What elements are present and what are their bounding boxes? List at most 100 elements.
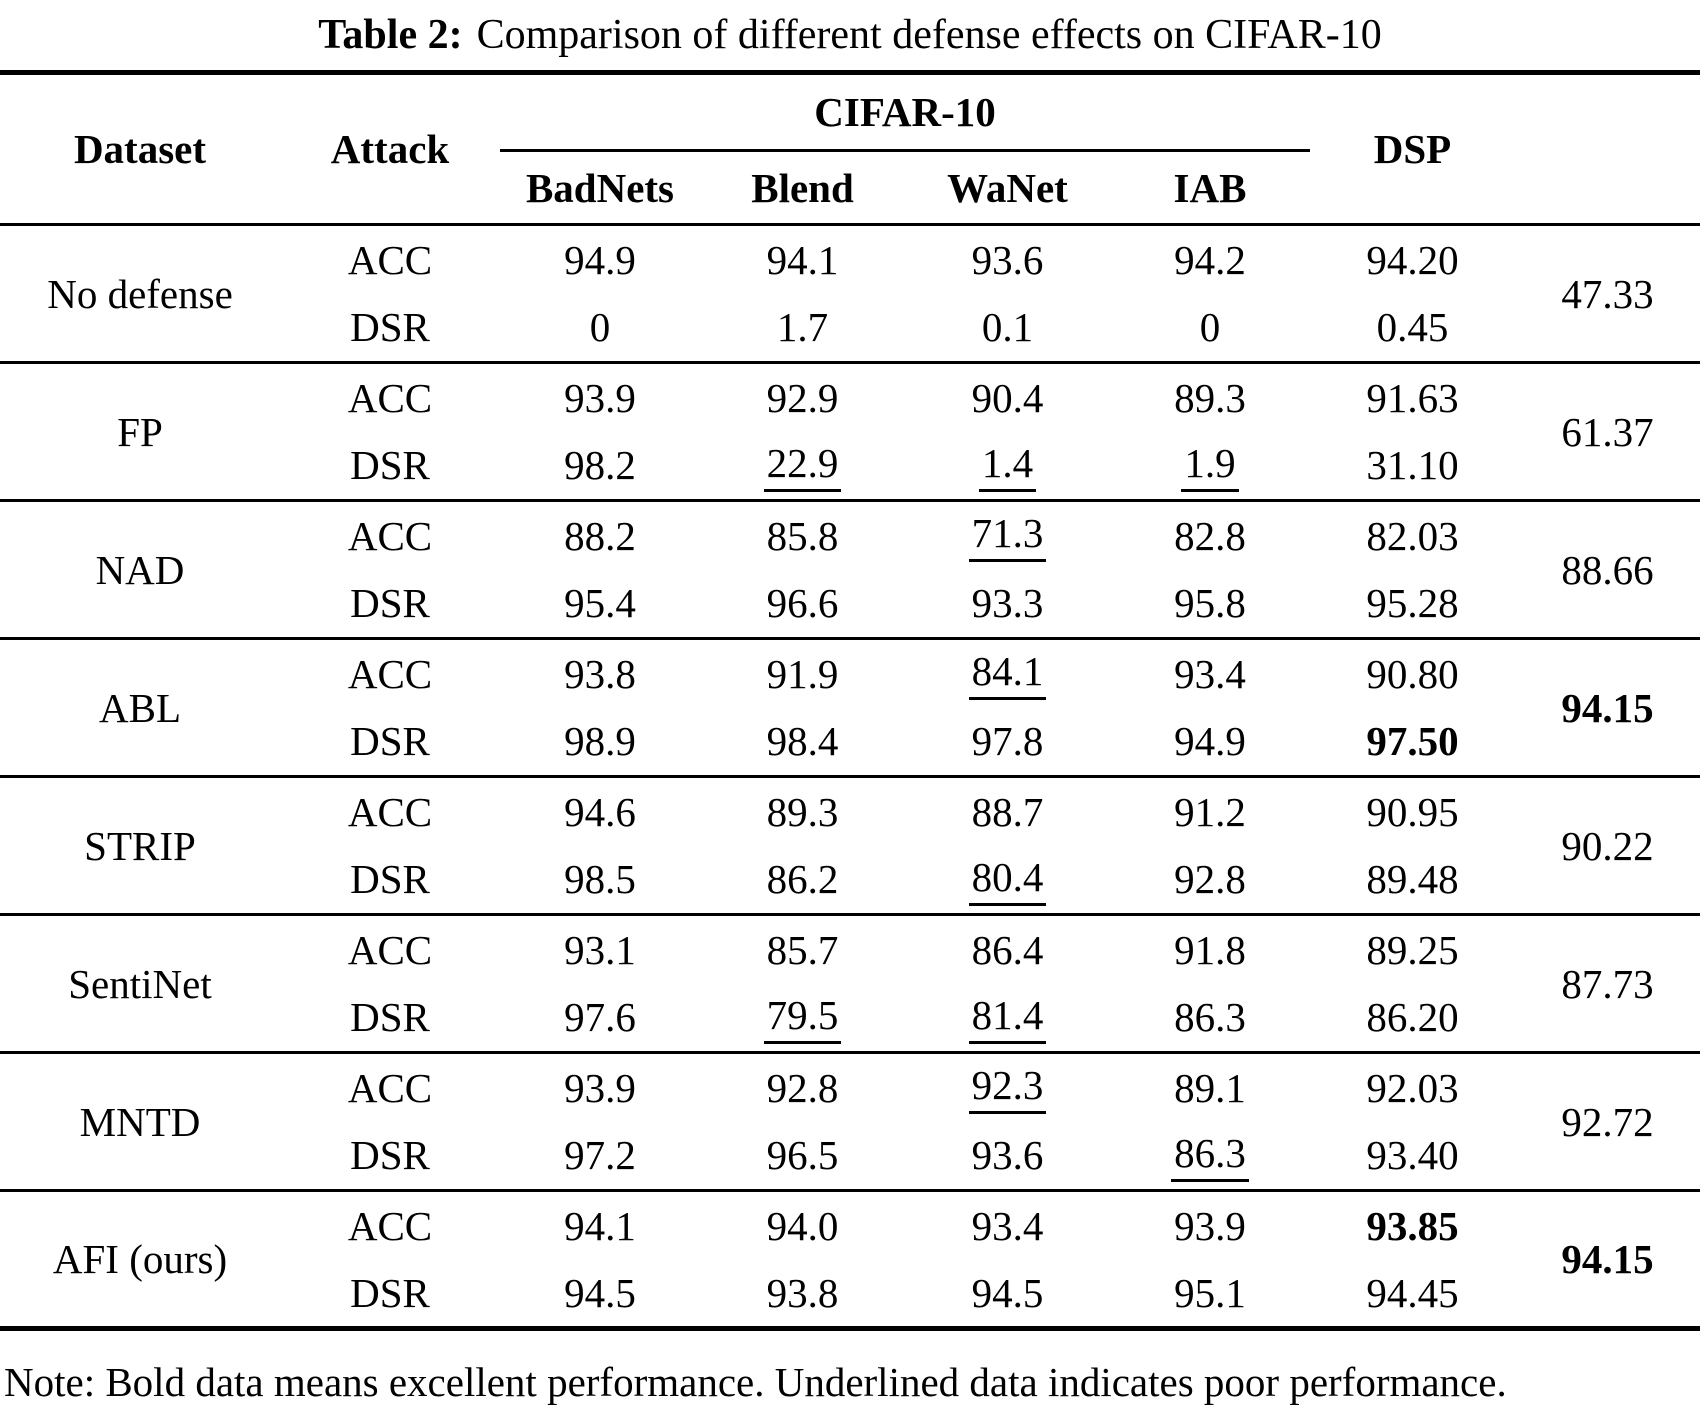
dsp-cell: 88.66: [1515, 499, 1700, 639]
table-caption-label: Table 2:: [318, 12, 463, 58]
value-cell: 92.03: [1310, 1051, 1515, 1122]
col-header-dsp: DSP: [1373, 126, 1452, 172]
cell-value: 94.6: [564, 788, 636, 835]
cell-value: 88.7: [971, 788, 1044, 835]
cell-value: 89.3: [1174, 374, 1246, 421]
value-cell: 86.3: [1110, 984, 1310, 1053]
value-cell: 94.2: [1110, 223, 1310, 294]
cell-value: 90.80: [1366, 650, 1459, 697]
value-cell: 90.95: [1310, 775, 1515, 846]
value-cell: 95.1: [1110, 1260, 1310, 1329]
value-cell: 93.9: [1110, 1189, 1310, 1260]
cell-value: 88.66: [1561, 546, 1654, 593]
cell-value: 0.1: [981, 304, 1034, 351]
table-row: DSR 98.5 86.2 80.4 92.8 89.48: [0, 846, 1700, 915]
dsp-cell: 94.15: [1515, 1189, 1700, 1329]
value-cell: 90.80: [1310, 637, 1515, 708]
table-caption-text: Comparison of different defense effects …: [476, 12, 1382, 58]
cell-value: 91.9: [766, 650, 839, 697]
value-cell: 86.3: [1110, 1122, 1310, 1191]
cell-value: 90.95: [1366, 788, 1459, 835]
table-row: NAD ACC 88.2 85.8 71.3 82.8 82.03 88.66: [0, 499, 1700, 639]
dataset-cell: FP: [0, 361, 280, 501]
cell-value: 94.2: [1174, 236, 1246, 283]
value-cell: 86.2: [700, 846, 905, 915]
cell-value: 88.2: [564, 512, 636, 559]
cell-value: 0.45: [1376, 304, 1449, 351]
cell-value: 97.2: [564, 1132, 636, 1179]
dsp-cell: 90.22: [1515, 775, 1700, 915]
dataset-cell: AFI (ours): [0, 1189, 280, 1329]
cell-value: 95.28: [1366, 580, 1459, 627]
value-cell: 85.7: [700, 913, 905, 984]
cell-value: 91.63: [1366, 374, 1459, 421]
table-row: MNTD ACC 93.9 92.8 92.3 89.1 92.03 92.72: [0, 1051, 1700, 1191]
value-cell: 94.1: [500, 1189, 700, 1260]
cell-value: 98.4: [766, 718, 839, 765]
metric-label: ACC: [280, 637, 500, 708]
cell-value: 93.3: [971, 580, 1044, 627]
value-cell: 82.03: [1310, 499, 1515, 570]
cell-value: 31.10: [1366, 442, 1459, 489]
value-cell: 91.2: [1110, 775, 1310, 846]
cell-value: 1.9: [1181, 441, 1239, 492]
dataset-cell: SentiNet: [0, 913, 280, 1053]
cell-value: 96.6: [766, 580, 839, 627]
dsp-cell: 94.15: [1515, 637, 1700, 777]
value-cell: 84.1: [905, 637, 1110, 708]
cell-value: 87.73: [1561, 960, 1654, 1007]
metric-label: ACC: [280, 913, 500, 984]
cell-value: 22.9: [763, 441, 842, 492]
dsp-cell: 47.33: [1515, 223, 1700, 363]
cell-value: 95.4: [564, 580, 636, 627]
value-cell: 98.5: [500, 846, 700, 915]
table-row: DSR 97.2 96.5 93.6 86.3 93.40: [0, 1122, 1700, 1191]
cell-value: 93.9: [1174, 1202, 1246, 1249]
table-row: AFI (ours) ACC 94.1 94.0 93.4 93.9 93.85 94.15: [0, 1189, 1700, 1329]
value-cell: 1.4: [905, 432, 1110, 501]
cell-value: 94.15: [1561, 1236, 1654, 1282]
cell-value: 86.3: [1171, 1131, 1249, 1182]
value-cell: 93.8: [700, 1260, 905, 1329]
value-cell: 98.9: [500, 708, 700, 777]
value-cell: 98.2: [500, 432, 700, 501]
table-note: Note: Bold data means excellent performa…: [4, 1359, 1507, 1405]
value-cell: 0.1: [905, 294, 1110, 363]
metric-label: ACC: [280, 1051, 500, 1122]
cell-value: 94.9: [1174, 718, 1246, 765]
value-cell: 93.4: [1110, 637, 1310, 708]
cell-value: 91.8: [1174, 926, 1246, 973]
cell-value: 84.1: [968, 650, 1047, 701]
value-cell: 94.0: [700, 1189, 905, 1260]
table-caption: Table 2: Comparison of different defense …: [0, 0, 1700, 62]
cell-value: 98.9: [564, 718, 636, 765]
col-header-dataset: Dataset: [73, 126, 207, 172]
metric-label: ACC: [280, 775, 500, 846]
cell-value: 98.2: [564, 442, 636, 489]
metric-label: DSR: [350, 994, 430, 1041]
value-cell: 0.45: [1310, 294, 1515, 363]
cell-value: 92.8: [766, 1064, 839, 1111]
value-cell: 95.8: [1110, 570, 1310, 639]
metric-label: ACC: [280, 499, 500, 570]
cell-value: 81.4: [968, 993, 1047, 1044]
col-header-cifar10-group: CIFAR-10: [500, 72, 1310, 152]
value-cell: 91.9: [700, 637, 905, 708]
metric-label: DSR: [350, 1269, 430, 1316]
dataset-cell: ABL: [0, 637, 280, 777]
value-cell: 89.3: [700, 775, 905, 846]
table-row: STRIP ACC 94.6 89.3 88.7 91.2 90.95 90.22: [0, 775, 1700, 915]
cell-value: 82.8: [1174, 512, 1246, 559]
cell-value: 1.4: [978, 441, 1037, 492]
cell-value: 93.4: [1174, 650, 1246, 697]
value-cell: 86.4: [905, 913, 1110, 984]
cell-value: 94.1: [564, 1202, 636, 1249]
col-header-blend: Blend: [751, 164, 854, 211]
dsp-cell: 61.37: [1515, 361, 1700, 501]
cell-value: 61.37: [1561, 408, 1654, 455]
table-row: No defense ACC 94.9 94.1 93.6 94.2 94.20 47.33: [0, 223, 1700, 363]
cell-value: 94.5: [971, 1269, 1044, 1316]
cell-value: 95.1: [1174, 1269, 1246, 1316]
cell-value: 71.3: [968, 512, 1047, 563]
